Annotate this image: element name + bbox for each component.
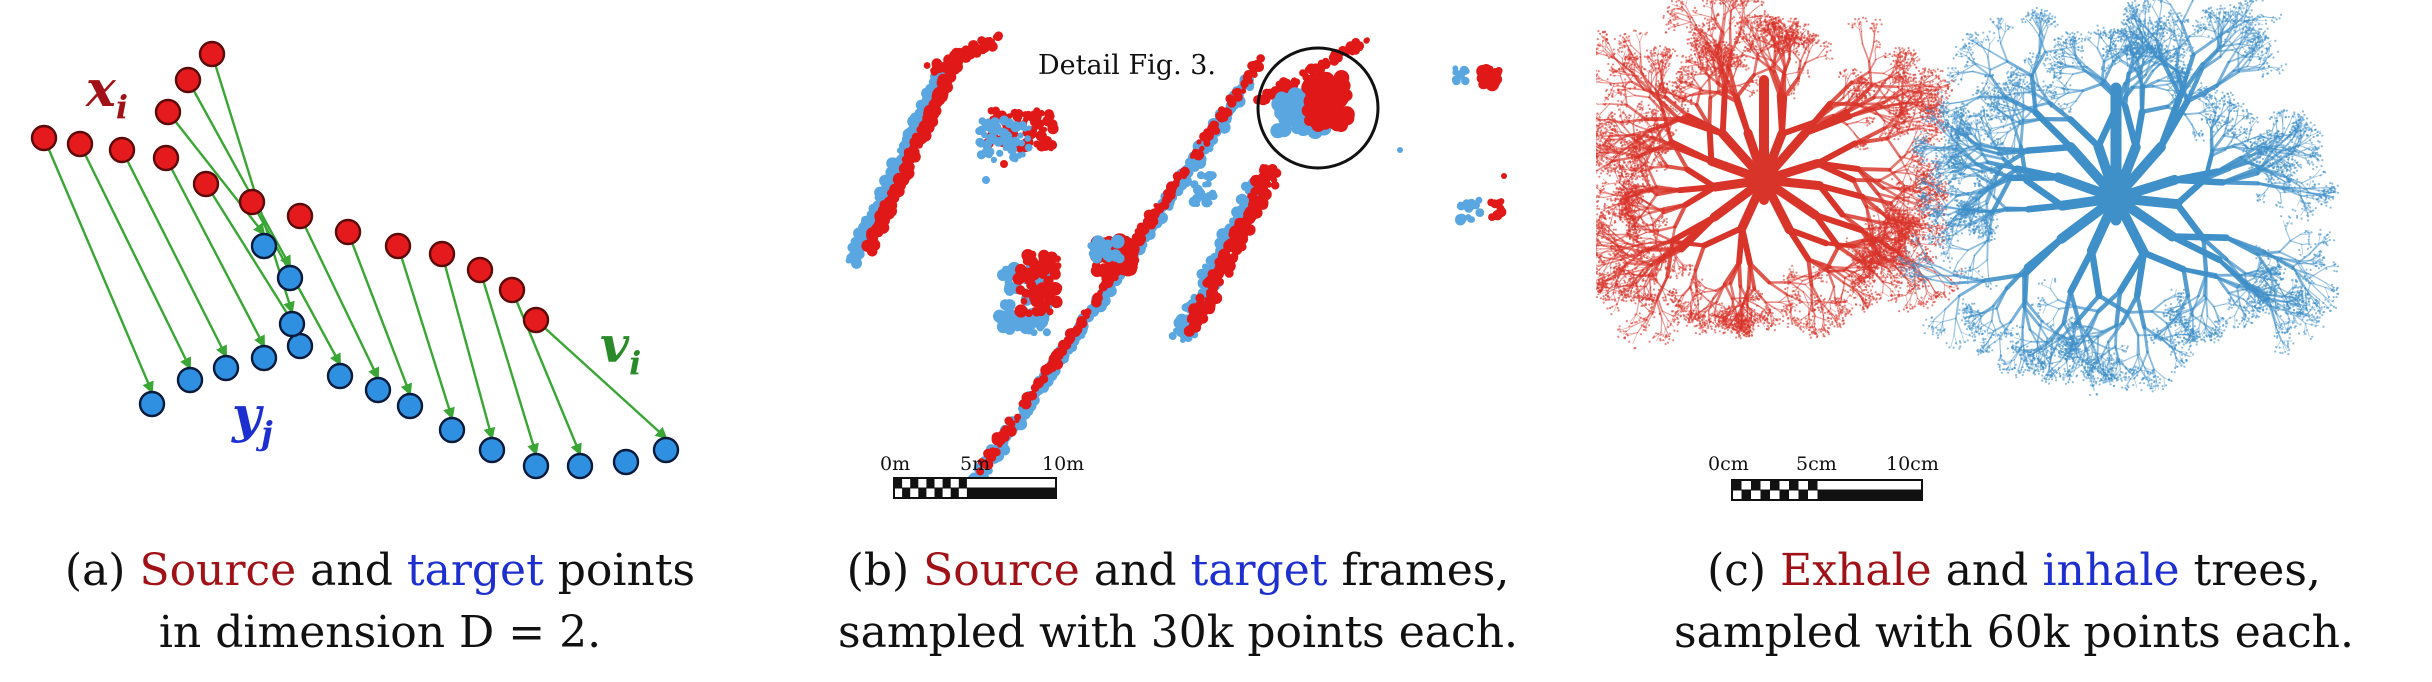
target-point-2 <box>212 354 240 382</box>
source-point-5 <box>238 188 266 216</box>
target-point-12 <box>612 448 640 476</box>
label-x: xi <box>85 59 128 126</box>
arrow-2 <box>120 149 228 358</box>
target-point-1 <box>176 366 204 394</box>
arrow-15 <box>210 53 295 314</box>
target-point-8 <box>438 416 466 444</box>
label-v: vi <box>600 315 641 382</box>
source-point-9 <box>428 240 456 268</box>
scale-label-2: 10m <box>1042 453 1084 475</box>
scale-bar: 0m 5m 10m <box>880 453 1084 499</box>
target-point-14 <box>250 232 278 260</box>
arrow-14 <box>186 79 292 268</box>
scale-label-2: 10cm <box>1886 453 1939 475</box>
arrow-1 <box>78 143 192 370</box>
panel-b: Detail Fig. 3. 0m 5m 10m (b) Source and … <box>760 0 1596 682</box>
target-point-3 <box>250 344 278 372</box>
arrow-7 <box>346 231 413 396</box>
source-point-4 <box>192 170 220 198</box>
displacement-arrows <box>42 53 668 456</box>
label-y: yj <box>231 385 273 452</box>
source-point-2 <box>108 136 136 164</box>
source-point-10 <box>466 256 494 284</box>
source-point-15 <box>198 40 226 68</box>
panel-a: xi yj vi (a) Source and target points in… <box>0 0 760 682</box>
caption-a: (a) Source and target points in dimensio… <box>0 540 760 664</box>
scale-bar: 0cm 5cm 10cm <box>1708 453 1939 501</box>
source-point-13 <box>154 98 182 126</box>
arrow-6 <box>298 215 380 380</box>
target-point-7 <box>396 392 424 420</box>
scale-label-1: 5cm <box>1796 453 1837 475</box>
lung-trees: 0cm 5cm 10cm <box>1596 0 2340 501</box>
target-points <box>138 232 680 480</box>
detail-circle <box>1256 46 1380 170</box>
target-point-5 <box>326 362 354 390</box>
source-point-14 <box>174 66 202 94</box>
target-point-13 <box>652 436 680 464</box>
caption-c: (c) Exhale and inhale trees, sampled wit… <box>1596 540 2432 664</box>
panel-c: 0cm 5cm 10cm (c) Exhale and inhale trees… <box>1596 0 2432 682</box>
source-point-11 <box>498 276 526 304</box>
source-point-7 <box>334 218 362 246</box>
source-point-12 <box>522 306 550 334</box>
target-point-0 <box>138 390 166 418</box>
source-point-3 <box>152 144 180 172</box>
arrow-9 <box>440 253 496 440</box>
frames-point-cloud: Detail Fig. 3. 0m 5m 10m <box>845 31 1507 499</box>
exhale-tree <box>1596 0 1963 350</box>
scale-label-0: 0cm <box>1708 453 1749 475</box>
source-point-6 <box>286 202 314 230</box>
target-point-10 <box>522 452 550 480</box>
arrow-0 <box>42 137 154 394</box>
target-point-4 <box>286 332 314 360</box>
target-point-6 <box>364 376 392 404</box>
arrow-3 <box>164 157 266 348</box>
target-point-15 <box>276 264 304 292</box>
arrow-12 <box>535 319 668 440</box>
arrow-8 <box>396 245 455 420</box>
arrow-10 <box>478 269 539 456</box>
target-point-11 <box>566 452 594 480</box>
caption-b: (b) Source and target frames, sampled wi… <box>760 540 1596 664</box>
source-point-0 <box>30 124 58 152</box>
source-points <box>30 40 550 334</box>
point-matching-diagram: xi yj vi <box>30 40 680 480</box>
point-cloud <box>845 31 1507 493</box>
target-point-16 <box>278 310 306 338</box>
scale-label-0: 0m <box>880 453 910 475</box>
scale-label-1: 5m <box>960 453 990 475</box>
inhale-tree <box>1895 0 2340 397</box>
source-point-8 <box>384 232 412 260</box>
target-point-9 <box>478 436 506 464</box>
source-point-1 <box>66 130 94 158</box>
detail-annotation: Detail Fig. 3. <box>1038 50 1216 81</box>
